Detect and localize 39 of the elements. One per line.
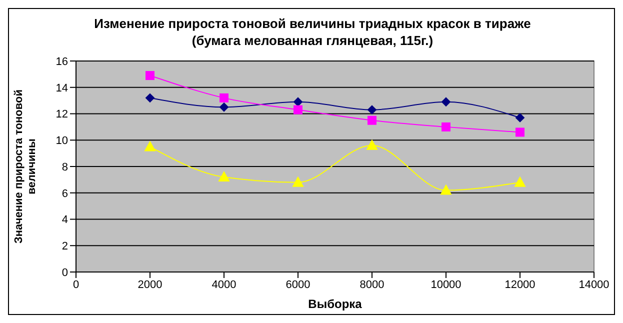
point — [516, 113, 524, 122]
point — [368, 116, 376, 125]
x-tick-label: 10000 — [430, 278, 462, 291]
point — [368, 105, 376, 114]
point — [442, 122, 450, 132]
x-tick-label: 8000 — [360, 278, 384, 291]
point — [366, 140, 378, 150]
point — [292, 176, 304, 187]
y-tick-label: 2 — [62, 240, 68, 253]
y-tick-label: 4 — [62, 214, 68, 226]
x-tick-label: 12000 — [504, 278, 536, 291]
x-tick-label: 14000 — [578, 278, 610, 291]
chart-subtitle: (бумага мелованная глянцевая, 115г.) — [190, 32, 434, 49]
y-axis-title: Значение прироста тоновой величины — [12, 90, 38, 244]
x-tick-label: 6000 — [286, 278, 310, 291]
point — [440, 184, 452, 195]
point — [218, 172, 230, 182]
point — [220, 93, 228, 102]
x-tick-label: 4000 — [212, 278, 236, 291]
y-tick-label: 10 — [56, 135, 68, 148]
point — [516, 128, 524, 137]
point — [442, 97, 450, 106]
x-tick-label: 0 — [72, 278, 80, 291]
point — [146, 93, 154, 102]
point — [146, 71, 154, 80]
x-axis-title: Выборка — [308, 297, 362, 311]
point — [144, 141, 156, 152]
y-tick-label: 16 — [56, 56, 68, 68]
point — [220, 102, 228, 112]
y-tick-label: 6 — [62, 188, 68, 200]
y-tick-label: 12 — [56, 108, 68, 121]
x-tick-label: 2000 — [138, 278, 162, 291]
y-tick-label: 8 — [62, 161, 68, 174]
point — [514, 176, 526, 187]
chart-title: Изменение прироста тоновой величины триадных красок в тираже — [93, 15, 532, 32]
y-tick-label: 14 — [56, 82, 68, 94]
point — [294, 97, 302, 106]
y-tick-label: 0 — [62, 266, 68, 279]
point — [294, 105, 302, 114]
